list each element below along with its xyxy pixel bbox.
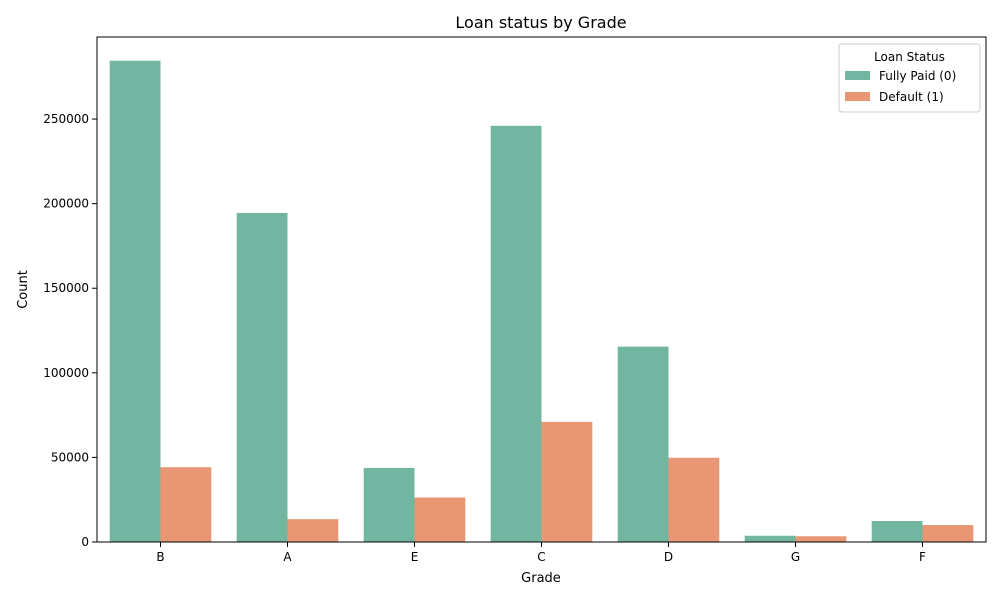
y-tick-label: 100000	[43, 366, 89, 380]
bars-layer	[109, 60, 974, 543]
plot-frame	[96, 36, 987, 543]
bar-e-default-1	[414, 497, 466, 542]
legend-swatch-fully-paid	[845, 71, 870, 80]
bar-c-fully-paid-0	[490, 125, 542, 542]
x-axis-label: Grade	[521, 571, 561, 586]
x-tick-label: C	[537, 550, 545, 564]
bar-a-fully-paid-0	[236, 212, 288, 542]
bar-b-fully-paid-0	[109, 60, 161, 543]
x-tick-label: E	[411, 550, 419, 564]
legend-title: Loan Status	[874, 50, 945, 64]
y-ticks: 0 50000 100000 150000 200000 250000	[43, 112, 97, 549]
x-tick-label: F	[919, 550, 926, 564]
x-tick-label: B	[156, 550, 164, 564]
chart-title: Loan status by Grade	[455, 13, 626, 32]
bar-f-fully-paid-0	[871, 521, 923, 542]
legend-label-default: Default (1)	[879, 90, 944, 104]
legend: Loan Status Fully Paid (0) Default (1)	[838, 43, 981, 113]
bar-g-fully-paid-0	[744, 535, 796, 542]
y-tick-label: 50000	[51, 450, 89, 464]
y-tick-label: 250000	[43, 112, 89, 126]
bar-c-default-1	[541, 421, 593, 542]
legend-box	[838, 43, 981, 113]
bar-d-default-1	[668, 457, 720, 542]
y-tick-label: 150000	[43, 281, 89, 295]
bar-g-default-1	[795, 536, 847, 542]
legend-label-fully-paid: Fully Paid (0)	[879, 69, 956, 83]
x-tick-label: A	[283, 550, 292, 564]
y-axis-label: Count	[16, 270, 31, 309]
bar-d-fully-paid-0	[617, 346, 669, 542]
y-tick-label: 200000	[43, 197, 89, 211]
legend-swatch-default	[845, 92, 870, 101]
x-tick-label: D	[664, 550, 673, 564]
bar-b-default-1	[160, 467, 212, 542]
bar-e-fully-paid-0	[363, 467, 415, 542]
bar-f-default-1	[922, 525, 974, 542]
x-tick-label: G	[791, 550, 800, 564]
y-tick-label: 0	[81, 535, 89, 549]
bar-a-default-1	[287, 519, 339, 542]
